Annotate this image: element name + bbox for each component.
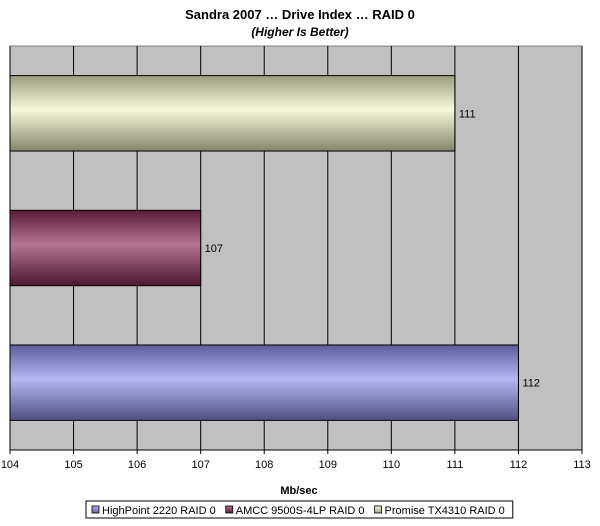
- x-tick-label: 107: [191, 459, 209, 471]
- data-labels: 112 107 111: [205, 108, 540, 389]
- bar: [9, 344, 519, 421]
- x-tick-label: 104: [1, 459, 19, 471]
- chart-title: Sandra 2007 … Drive Index … RAID 0: [185, 7, 415, 22]
- x-tick-label: 113: [573, 459, 591, 471]
- x-tick-label: 112: [510, 459, 528, 471]
- x-tick-label: 105: [64, 459, 82, 471]
- legend-swatch: [374, 505, 382, 514]
- x-tick-label: 106: [128, 459, 146, 471]
- x-tick-label: 110: [383, 459, 401, 471]
- bar: [9, 209, 202, 287]
- x-tick-label: 109: [319, 459, 337, 471]
- data-label: 111: [459, 108, 476, 120]
- bar: [9, 75, 456, 152]
- x-axis-title: Mb/sec: [280, 485, 317, 497]
- legend-box: [85, 500, 514, 519]
- x-axis-ticks: 104 105 106 107 108 109 110 111 112 113: [1, 449, 591, 471]
- legend-label: HighPoint 2220 RAID 0: [102, 505, 216, 517]
- x-tick-label: 108: [255, 459, 273, 471]
- legend-label: AMCC 9500S-4LP RAID 0: [236, 505, 365, 517]
- legend-label: Promise TX4310 RAID 0: [385, 505, 505, 517]
- legend-swatch: [225, 505, 234, 514]
- legend-swatch: [91, 505, 100, 514]
- legend: HighPoint 2220 RAID 0 AMCC 9500S-4LP RAID…: [85, 500, 514, 519]
- bars: [9, 75, 519, 421]
- data-label: 112: [522, 378, 540, 390]
- chart-subtitle: (Higher Is Better): [251, 25, 348, 39]
- x-tick-label: 111: [447, 459, 464, 471]
- data-label: 107: [205, 243, 223, 255]
